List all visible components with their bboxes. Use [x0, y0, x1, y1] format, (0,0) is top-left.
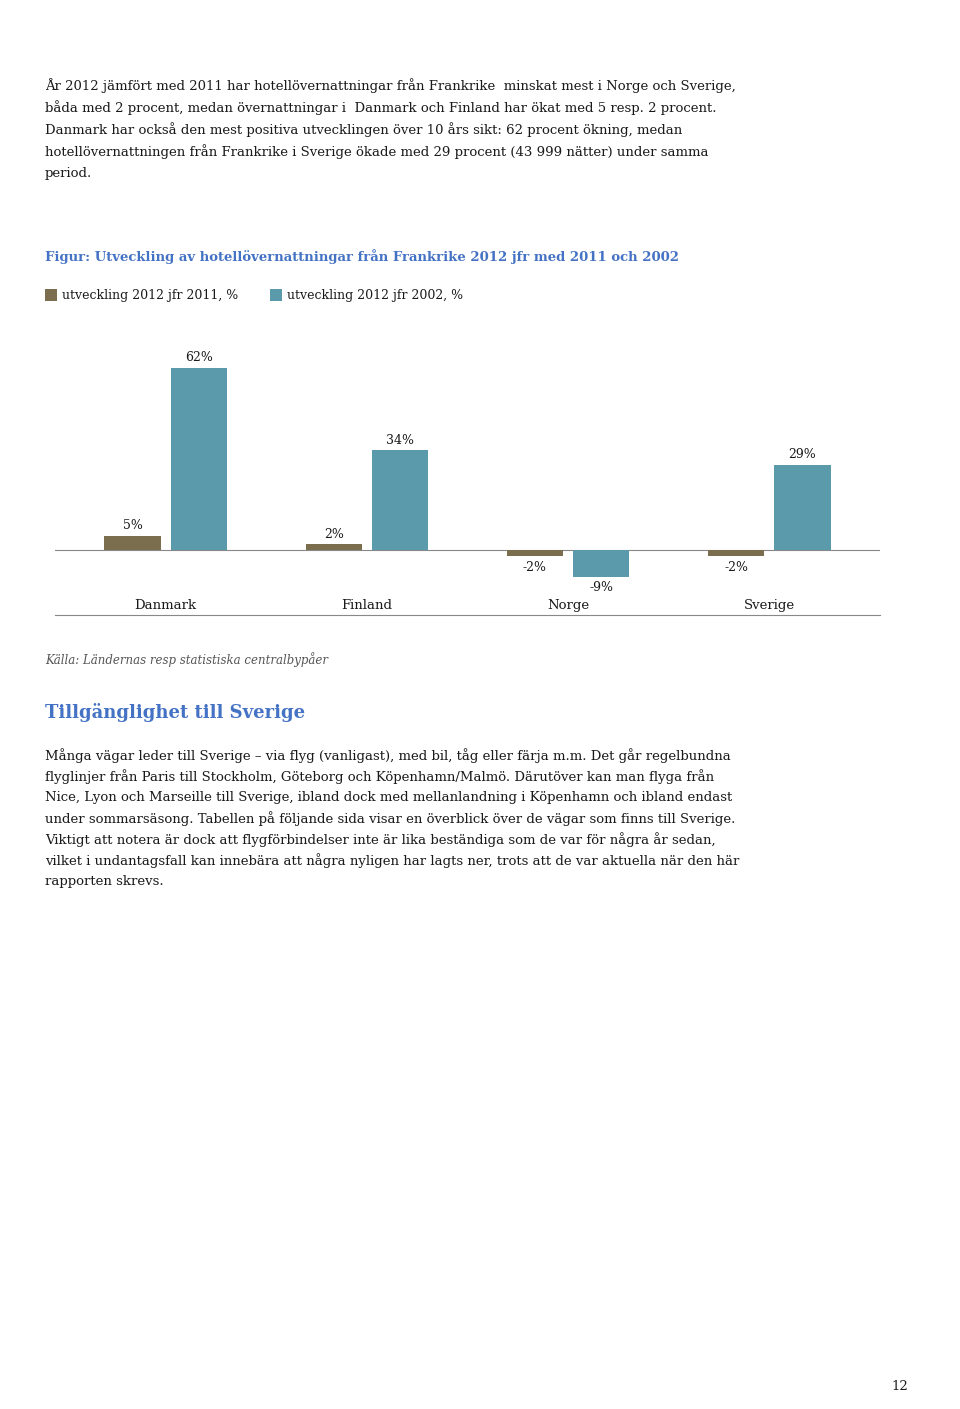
Bar [171, 368, 228, 551]
Bar [507, 551, 564, 557]
Text: period.: period. [45, 168, 92, 180]
Text: Finland: Finland [342, 599, 393, 612]
Text: -2%: -2% [724, 561, 748, 573]
Text: 5%: 5% [123, 519, 142, 533]
Text: Danmark har också den mest positiva utvecklingen över 10 års sikt: 62 procent ök: Danmark har också den mest positiva utve… [45, 123, 683, 138]
Bar [45, 289, 57, 302]
Text: Sverige: Sverige [744, 599, 795, 612]
Text: 34%: 34% [386, 434, 414, 447]
Text: Norge: Norge [547, 599, 589, 612]
Text: Tillgänglighet till Sverige: Tillgänglighet till Sverige [45, 703, 305, 723]
Bar [775, 465, 830, 551]
Bar [573, 551, 630, 576]
Text: -9%: -9% [589, 581, 613, 595]
Bar [305, 544, 362, 551]
Text: -2%: -2% [523, 561, 547, 573]
Text: Många vägar leder till Sverige – via flyg (vanligast), med bil, tåg eller färja : Många vägar leder till Sverige – via fly… [45, 748, 731, 762]
Bar [270, 289, 282, 302]
Text: Nice, Lyon och Marseille till Sverige, ibland dock med mellanlandning i Köpenham: Nice, Lyon och Marseille till Sverige, i… [45, 790, 732, 805]
Text: Danmark: Danmark [134, 599, 197, 612]
Text: hotellövernattningen från Frankrike i Sverige ökade med 29 procent (43 999 nätte: hotellövernattningen från Frankrike i Sv… [45, 145, 708, 159]
Text: flyglinjer från Paris till Stockholm, Göteborg och Köpenhamn/Malmö. Därutöver ka: flyglinjer från Paris till Stockholm, Gö… [45, 769, 714, 783]
Text: rapporten skrevs.: rapporten skrevs. [45, 875, 163, 888]
Text: 62%: 62% [185, 351, 213, 365]
Bar [372, 451, 428, 551]
Text: År 2012 jämfört med 2011 har hotellövernattningar från Frankrike  minskat mest i: År 2012 jämfört med 2011 har hotellövern… [45, 79, 735, 93]
Text: 2%: 2% [324, 528, 344, 541]
Text: utveckling 2012 jfr 2011, %: utveckling 2012 jfr 2011, % [62, 289, 238, 302]
Text: båda med 2 procent, medan övernattningar i  Danmark och Finland har ökat med 5 r: båda med 2 procent, medan övernattningar… [45, 100, 716, 116]
Bar [105, 535, 160, 551]
Text: vilket i undantagsfall kan innebära att några nyligen har lagts ner, trots att d: vilket i undantagsfall kan innebära att … [45, 852, 739, 868]
Text: utveckling 2012 jfr 2002, %: utveckling 2012 jfr 2002, % [287, 289, 463, 302]
Text: under sommarsäsong. Tabellen på följande sida visar en överblick över de vägar s: under sommarsäsong. Tabellen på följande… [45, 812, 735, 826]
Text: Figur: Utveckling av hotellövernattningar från Frankrike 2012 jfr med 2011 och 2: Figur: Utveckling av hotellövernattninga… [45, 249, 679, 265]
Text: VisitSweden Marknadsprofil 2013, Frankrike: VisitSweden Marknadsprofil 2013, Frankri… [610, 14, 931, 28]
Text: Källa: Ländernas resp statistiska centralbyрåer: Källa: Ländernas resp statistiska centra… [45, 652, 328, 668]
Text: 29%: 29% [789, 448, 816, 462]
Bar [708, 551, 764, 557]
Text: 12: 12 [892, 1379, 908, 1392]
Text: Viktigt att notera är dock att flygförbindelser inte är lika beständiga som de v: Viktigt att notera är dock att flygförbi… [45, 833, 715, 847]
